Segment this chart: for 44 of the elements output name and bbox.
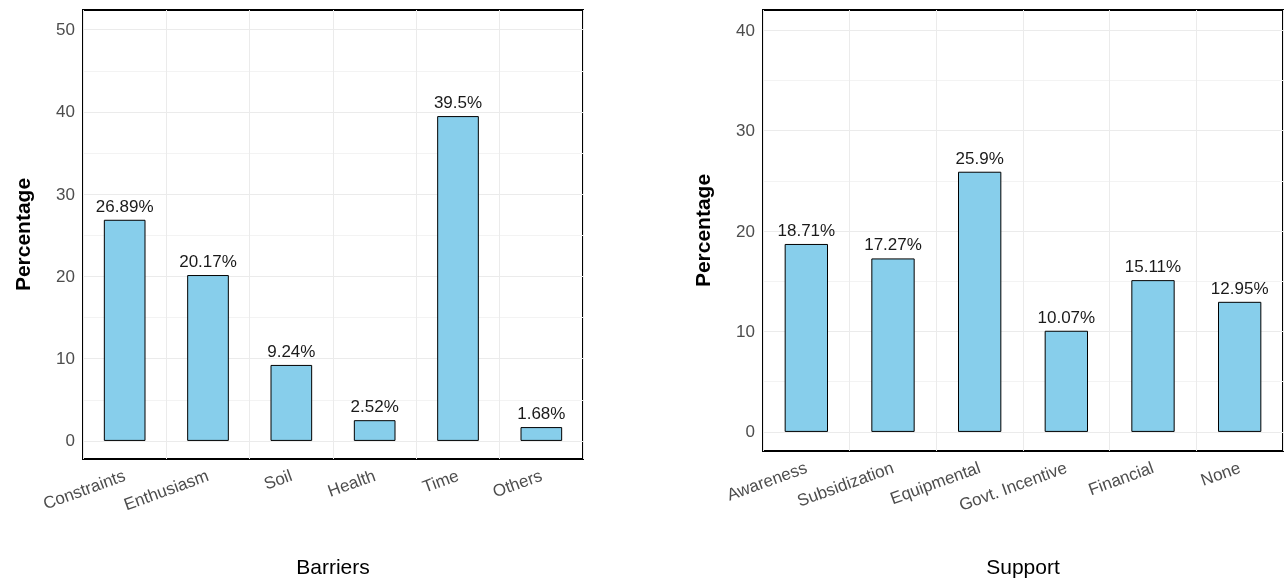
y-tick-label: 30 [56,184,75,204]
bar [187,275,229,441]
data-label: 25.9% [955,148,1004,168]
data-label: 1.68% [517,404,566,424]
y-tick-label: 50 [56,20,75,40]
bar [437,116,479,441]
data-label: 9.24% [267,341,316,361]
y-axis-title: Percentage [11,177,34,292]
y-tick-label: 20 [56,266,75,286]
x-tick-label: Health [325,466,378,501]
y-tick-label: 10 [56,349,75,369]
bar [270,364,313,441]
data-label: 18.71% [777,220,836,240]
x-tick-label: Soil [261,466,295,494]
bar [1131,280,1175,432]
y-tick-label: 10 [736,321,755,341]
y-tick-label: 30 [736,121,755,141]
x-axis-title: Barriers [296,555,370,578]
data-label: 2.52% [350,397,399,417]
data-label: 20.17% [179,252,237,272]
x-tick-label: Others [490,466,545,502]
data-label: 26.89% [95,196,154,216]
y-tick-label: 40 [56,102,75,122]
bar [958,171,1002,432]
x-axis-title: Support [986,555,1060,578]
data-label: 15.11% [1124,257,1182,277]
data-label: 17.27% [864,235,922,255]
bar [353,420,396,441]
data-label: 39.5% [433,93,483,113]
y-tick-label: 0 [65,431,75,451]
data-label: 10.07% [1037,307,1096,327]
x-tick-label: Time [419,466,462,497]
bar [1218,301,1262,432]
bar [871,258,915,432]
y-tick-label: 40 [736,20,755,40]
bar [1044,330,1088,432]
y-tick-label: 20 [736,221,755,241]
x-tick-label: None [1198,458,1243,490]
data-label: 12.95% [1210,278,1269,298]
bar [520,427,563,441]
y-tick-label: 0 [745,422,755,442]
y-axis-title: Percentage [691,173,714,288]
bar [784,243,828,432]
bar [103,219,146,441]
